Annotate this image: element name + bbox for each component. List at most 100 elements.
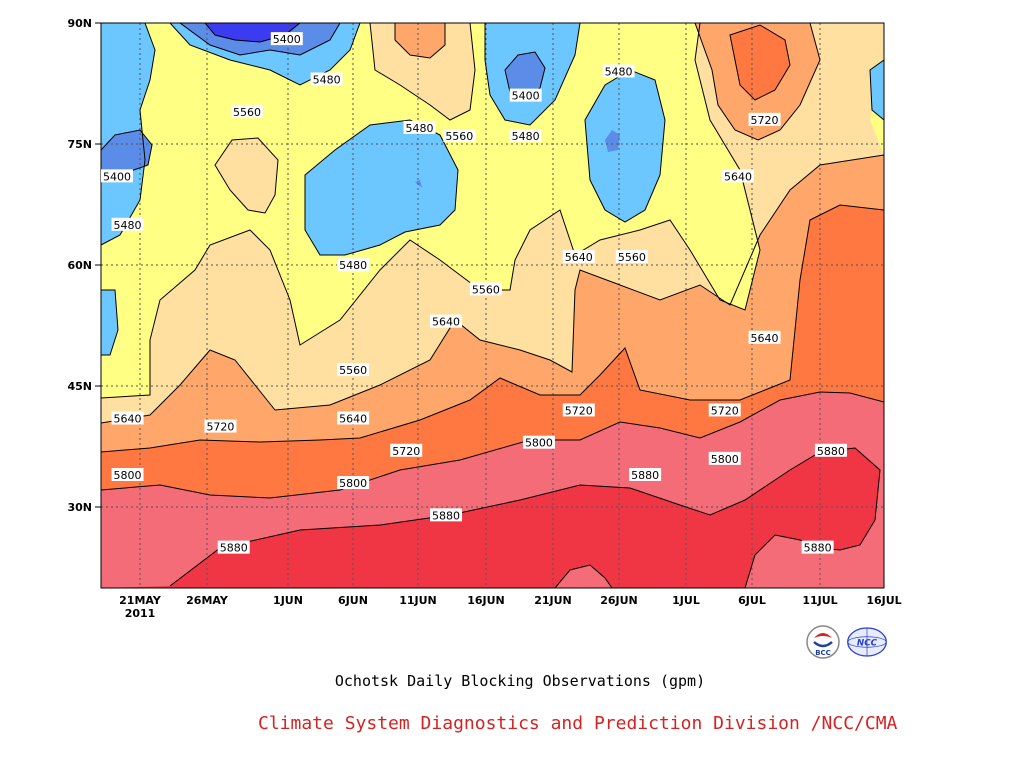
contour-label-bg [629, 468, 662, 481]
contour-fill-layer [101, 23, 884, 588]
contour-label: 5400 [512, 90, 540, 103]
contour-label-bg [217, 540, 250, 554]
y-tick-label: 30N [67, 501, 92, 514]
contour-label: 5560 [233, 106, 261, 119]
band-5640-5720-top [395, 23, 820, 140]
contour-label-bg [337, 411, 370, 425]
contour-label: 5560 [618, 251, 646, 264]
contour-label-bg [509, 129, 542, 142]
contour-label: 5480 [313, 74, 341, 87]
contour-label: 5880 [631, 469, 659, 482]
ncc-logo-text: NCC [857, 639, 878, 649]
contour-label: 5640 [751, 332, 779, 345]
contour-label: 5640 [724, 170, 752, 183]
contour-label-bg [708, 451, 741, 465]
contour-label-bg [270, 32, 303, 46]
contour-label: 5480 [406, 122, 434, 135]
contour-label-bg [204, 419, 237, 433]
contour-label: 5720 [565, 404, 593, 417]
y-tick-label: 45N [67, 380, 92, 393]
x-tick-label: 11JUN [399, 594, 437, 607]
x-year-label: 2011 [125, 607, 156, 620]
contour-label-bg [101, 169, 133, 183]
y-tick-label: 75N [67, 138, 92, 151]
contour-label-bg [390, 443, 423, 457]
x-tick-label: 1JUN [273, 594, 303, 607]
chart-title: Ochotsk Daily Blocking Observations (gpm… [334, 672, 706, 690]
contour-label-bg [403, 120, 436, 134]
x-tick-label: 21MAY [119, 594, 162, 607]
contour-label-bg [602, 64, 635, 78]
x-tick-label: 16JUN [467, 594, 505, 607]
contour-label: 5480 [605, 65, 633, 78]
contour-label-bg [230, 104, 263, 118]
contour-label: 5480 [512, 130, 540, 143]
contour-label: 5720 [711, 404, 739, 417]
contour-label: 5880 [817, 445, 845, 458]
contour-label-bg [722, 169, 755, 183]
contour-label: 5480 [114, 219, 142, 232]
contour-label: 5560 [339, 364, 367, 377]
contour-label-bg [430, 314, 463, 328]
x-tick-label: 11JUL [802, 594, 837, 607]
axis-ticks [95, 22, 101, 508]
contour-label-bg [708, 403, 741, 417]
band-5480-5560 [101, 23, 884, 398]
contour-label-bg [443, 129, 476, 142]
contour-label-layer: 5400 5480 5560 5400 5480 5480 5560 5400 5480 5480… [101, 32, 847, 555]
bcc-logo: BCC [806, 625, 840, 659]
band-5720-5800-top [730, 25, 790, 100]
contour-label: 5720 [751, 114, 779, 127]
contour-label: 5720 [206, 421, 234, 434]
contour-label-bg [801, 540, 834, 554]
contour-label: 5880 [432, 509, 460, 522]
contour-label: 5800 [525, 437, 553, 450]
contour-label-bg [337, 258, 370, 272]
contour-label: 5800 [339, 477, 367, 490]
band-5400-5480 [101, 23, 884, 355]
contour-label-bg [430, 508, 463, 522]
y-tick-label: 60N [67, 259, 92, 272]
contour-label-bg [562, 403, 595, 417]
contour-label-bg [469, 282, 502, 296]
contour-label: 5400 [273, 33, 301, 46]
contour-label-bg [111, 217, 144, 231]
contour-label-bg [748, 330, 781, 344]
band-5560-5640-hill [215, 138, 278, 213]
x-tick-label: 26MAY [186, 594, 229, 607]
contour-label-bg [337, 363, 370, 377]
contour-label: 5800 [711, 453, 739, 466]
y-tick-label: 90N [67, 17, 92, 30]
ncc-logo: NCC [847, 627, 887, 657]
contour-label: 5640 [432, 316, 460, 329]
contour-label: 5640 [339, 413, 367, 426]
x-tick-label: 6JUN [338, 594, 368, 607]
band-5800-5880-dip [555, 565, 612, 588]
x-tick-label: 6JUL [738, 594, 766, 607]
contour-label-bg [111, 411, 144, 425]
contour-label: 5720 [392, 445, 420, 458]
bcc-logo-text: BCC [815, 649, 831, 657]
contour-label-bg [748, 112, 781, 126]
contour-label: 5640 [114, 413, 142, 426]
contour-label-bg [814, 443, 847, 457]
x-tick-label: 21JUN [534, 594, 572, 607]
contour-label-bg [337, 476, 370, 490]
x-tick-label: 16JUL [866, 594, 901, 607]
credit-line: Climate System Diagnostics and Predictio… [258, 713, 898, 734]
contour-label-bg [310, 72, 343, 86]
contour-label: 5560 [472, 283, 500, 296]
contour-label-bg [522, 435, 555, 449]
band-5560-5640-top [370, 23, 475, 120]
grid-lines [101, 23, 884, 588]
contour-lines [101, 23, 884, 588]
plot-frame [100, 22, 885, 589]
contour-label: 5640 [565, 251, 593, 264]
contour-label-bg [111, 468, 144, 481]
contour-label: 5800 [114, 469, 142, 482]
contour-label-bg [562, 250, 595, 264]
contour-label-bg [509, 88, 542, 102]
band-above-5880 [101, 448, 880, 588]
x-tick-label: 1JUL [672, 594, 700, 607]
